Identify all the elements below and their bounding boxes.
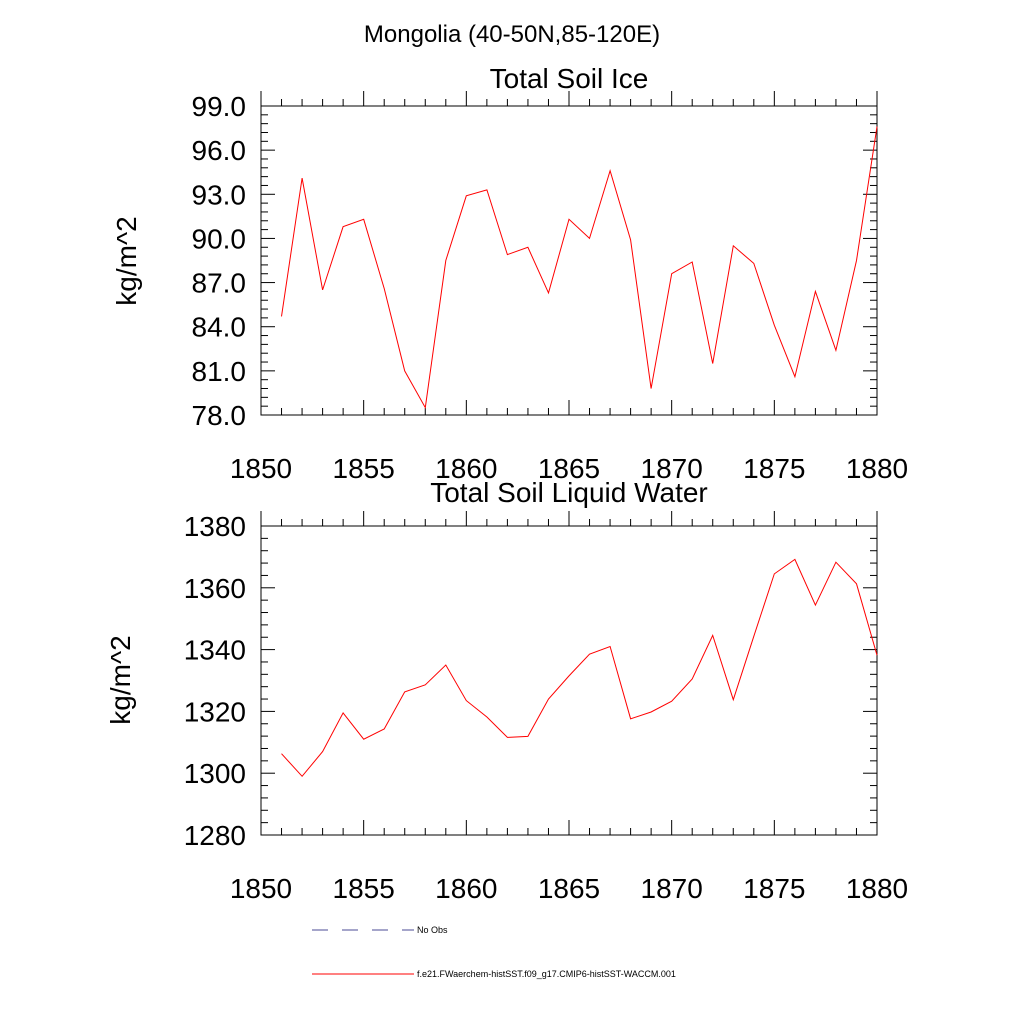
- y-tick-label: 81.0: [192, 356, 247, 387]
- tick-labels: 1850 1855 1860 1865 1870 1875 1880 1280 1300 1320…: [184, 511, 908, 904]
- y-tick-label: 78.0: [192, 400, 247, 431]
- x-tick-label: 1860: [435, 453, 497, 484]
- x-tick-label: 1880: [846, 453, 908, 484]
- axis-ticks: [260, 91, 878, 416]
- series-line: [281, 558, 878, 778]
- x-tick-label: 1875: [743, 873, 805, 904]
- x-tick-label: 1855: [333, 453, 395, 484]
- x-tick-label: 1860: [435, 873, 497, 904]
- y-axis-label: kg/m^2: [105, 635, 136, 724]
- panel-total-soil-liquid-water: Total Soil Liquid Water kg/m^2 1850 1855 1…: [105, 477, 908, 904]
- x-tick-label: 1870: [641, 453, 703, 484]
- axis-ticks: [260, 511, 878, 836]
- series-layer: [281, 126, 878, 410]
- series-layer: [281, 558, 878, 778]
- series-line: [281, 126, 878, 410]
- x-tick-label: 1865: [538, 873, 600, 904]
- y-tick-label: 1280: [184, 820, 246, 851]
- legend-label: f.e21.FWaerchem-histSST.f09_g17.CMIP6-hi…: [417, 969, 676, 979]
- y-tick-label: 93.0: [192, 179, 247, 210]
- legend-item-no-obs: No Obs: [312, 925, 448, 935]
- x-tick-label: 1880: [846, 873, 908, 904]
- y-tick-label: 96.0: [192, 135, 247, 166]
- y-tick-label: 87.0: [192, 268, 247, 299]
- x-tick-label: 1865: [538, 453, 600, 484]
- panel-title: Total Soil Liquid Water: [430, 477, 708, 508]
- y-tick-label: 99.0: [192, 91, 247, 122]
- x-tick-label: 1870: [641, 873, 703, 904]
- y-tick-label: 1360: [184, 573, 246, 604]
- plot-frame: [260, 105, 878, 416]
- figure-title: Mongolia (40-50N,85-120E): [364, 21, 660, 48]
- x-tick-label: 1850: [230, 453, 292, 484]
- plot-frame: [260, 525, 878, 836]
- y-axis-label: kg/m^2: [111, 216, 142, 305]
- legend-item-experiment: f.e21.FWaerchem-histSST.f09_g17.CMIP6-hi…: [312, 969, 676, 979]
- legend: No Obs f.e21.FWaerchem-histSST.f09_g17.C…: [312, 925, 676, 979]
- y-tick-label: 84.0: [192, 312, 247, 343]
- y-tick-label: 1300: [184, 758, 246, 789]
- x-tick-label: 1875: [743, 453, 805, 484]
- legend-label: No Obs: [417, 925, 448, 935]
- x-tick-label: 1850: [230, 873, 292, 904]
- panel-title: Total Soil Ice: [490, 63, 649, 94]
- y-tick-label: 1340: [184, 635, 246, 666]
- x-tick-label: 1855: [333, 873, 395, 904]
- y-tick-label: 1320: [184, 696, 246, 727]
- y-tick-label: 90.0: [192, 223, 247, 254]
- y-tick-label: 1380: [184, 511, 246, 542]
- tick-labels: 1850 1855 1860 1865 1870 1875 1880 78.0 81.0 84.0…: [192, 91, 909, 484]
- panel-total-soil-ice: Total Soil Ice kg/m^2 1850 1855 1860 1865 18…: [111, 63, 908, 484]
